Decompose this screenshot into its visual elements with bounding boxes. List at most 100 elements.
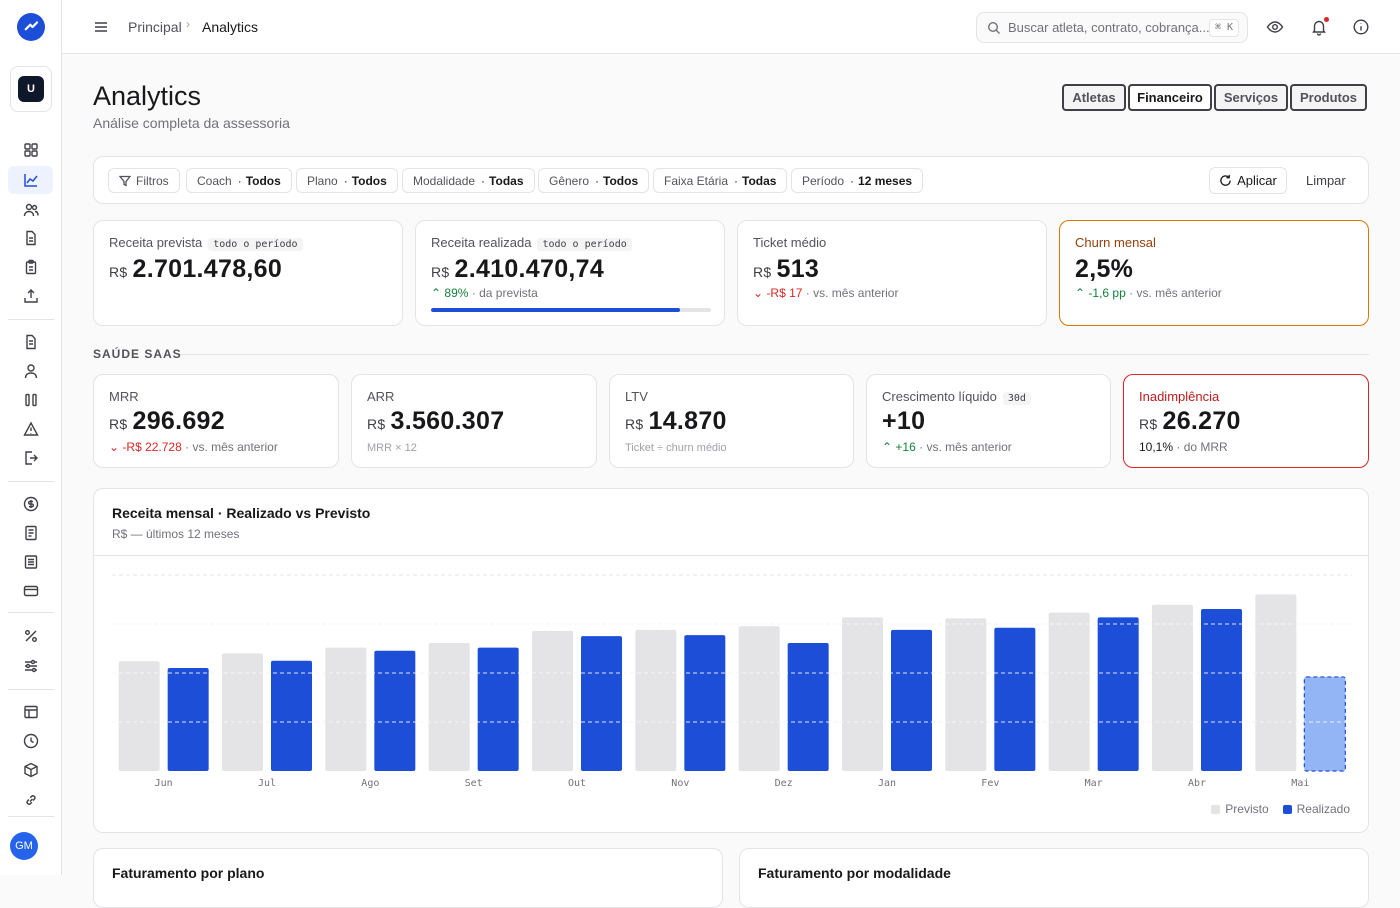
bar-previsto[interactable] bbox=[222, 653, 263, 771]
menu-toggle-button[interactable] bbox=[92, 18, 110, 36]
filter-chip-label: Modalidade bbox=[413, 173, 476, 188]
sidebar-item-links[interactable] bbox=[8, 786, 53, 814]
sidebar-item-payments[interactable] bbox=[8, 490, 53, 518]
sidebar-item-profile[interactable] bbox=[8, 357, 53, 385]
sidebar-item-clipboard[interactable] bbox=[8, 253, 53, 281]
bar-previsto[interactable] bbox=[945, 618, 987, 771]
apply-label: Aplicar bbox=[1237, 173, 1277, 188]
card-faturamento-plano: Faturamento por plano bbox=[93, 848, 723, 908]
bar-realizado[interactable] bbox=[994, 627, 1036, 771]
sidebar-item-dashboard[interactable] bbox=[8, 136, 53, 164]
clear-button[interactable]: Limpar bbox=[1306, 173, 1346, 188]
info-icon bbox=[1353, 19, 1369, 35]
kpi-delta: ⌃ +16 · vs. mês anterior bbox=[882, 440, 1012, 454]
kpi-label: Churn mensal bbox=[1075, 235, 1156, 250]
apply-button[interactable]: Aplicar bbox=[1209, 167, 1287, 194]
sidebar-item-contracts[interactable] bbox=[8, 224, 53, 252]
filter-chip-plano[interactable]: Plano · Todos bbox=[296, 168, 398, 193]
legend-item-realizado[interactable]: Realizado bbox=[1282, 802, 1350, 816]
filter-chip-value: 12 meses bbox=[858, 173, 913, 188]
filters-button[interactable]: Filtros bbox=[108, 168, 180, 193]
separator-dot: · bbox=[595, 173, 600, 188]
sidebar-item-athletes[interactable] bbox=[8, 196, 53, 224]
chart-legend: Previsto Realizado bbox=[1211, 802, 1350, 816]
sidebar-item-invoices[interactable] bbox=[8, 519, 53, 547]
sidebar-item-table[interactable] bbox=[8, 698, 53, 726]
bar-realizado[interactable] bbox=[891, 629, 932, 771]
separator-dot: · bbox=[343, 173, 348, 188]
kpi-value: +10 bbox=[882, 407, 926, 435]
bar-realizado[interactable] bbox=[1201, 608, 1242, 771]
sidebar-item-columns[interactable] bbox=[8, 386, 53, 414]
bar-realizado[interactable] bbox=[477, 647, 519, 771]
bar-previsto[interactable] bbox=[118, 661, 160, 771]
user-icon bbox=[24, 364, 37, 379]
bar-previsto[interactable] bbox=[325, 647, 367, 771]
filters-label: Filtros bbox=[136, 173, 169, 188]
sidebar-item-products[interactable] bbox=[8, 756, 53, 784]
bar-previsto[interactable] bbox=[842, 617, 883, 771]
kpi-value: 2,5% bbox=[1075, 255, 1134, 283]
tab-produtos[interactable]: Produtos bbox=[1290, 84, 1367, 111]
filter-chip-coach[interactable]: Coach · Todos bbox=[186, 168, 292, 193]
bar-previsto[interactable] bbox=[1152, 604, 1193, 771]
tab-atletas[interactable]: Atletas bbox=[1062, 84, 1126, 111]
bar-realizado[interactable] bbox=[374, 650, 416, 771]
filter-chip-genero[interactable]: Gênero · Todos bbox=[538, 168, 650, 193]
bar-realizado[interactable] bbox=[581, 636, 622, 771]
bar-chart: Jun Jul Ago Set Out Nov Dez Jan Fev Mar Abr Mai bbox=[112, 574, 1352, 789]
sidebar-item-documents[interactable] bbox=[8, 328, 53, 356]
filter-chip-modalidade[interactable]: Modalidade · Todas bbox=[402, 168, 535, 193]
filter-chip-periodo[interactable]: Período · 12 meses bbox=[791, 168, 924, 193]
card-faturamento-modalidade: Faturamento por modalidade bbox=[739, 848, 1369, 908]
kpi-label: LTV bbox=[625, 389, 648, 404]
bar-previsto[interactable] bbox=[635, 629, 677, 771]
x-tick-label: Mar bbox=[1085, 778, 1103, 789]
sidebar-item-discounts[interactable] bbox=[8, 622, 53, 650]
visibility-button[interactable] bbox=[1266, 18, 1284, 36]
kpi-delta: ⌃ -1,6 pp · vs. mês anterior bbox=[1075, 286, 1222, 300]
sidebar-divider bbox=[8, 689, 54, 690]
chevron-down-icon: ⌄ bbox=[109, 440, 120, 454]
bar-realizado[interactable] bbox=[1097, 617, 1139, 771]
saas-card-inadimplencia: Inadimplência R$ 26.270 10,1% · do MRR bbox=[1123, 374, 1369, 468]
sidebar-item-alerts[interactable] bbox=[8, 415, 53, 443]
notifications-button[interactable] bbox=[1310, 17, 1329, 36]
chevron-up-icon: ⌃ bbox=[1075, 286, 1086, 300]
kpi-delta: 10,1% · do MRR bbox=[1139, 440, 1228, 454]
bar-realizado[interactable] bbox=[684, 635, 726, 771]
saas-card-crescimento: Crescimento líquido 30d +10 ⌃ +16 · vs. m… bbox=[866, 374, 1111, 468]
card-title: Faturamento por modalidade bbox=[758, 865, 951, 881]
bar-realizado[interactable] bbox=[271, 660, 312, 771]
search-input[interactable]: Buscar atleta, contrato, cobrança... ⌘ K bbox=[976, 12, 1248, 43]
sidebar-item-logout[interactable] bbox=[8, 444, 53, 472]
sidebar-item-cards[interactable] bbox=[8, 577, 53, 605]
breadcrumb-parent[interactable]: Principal bbox=[128, 19, 182, 35]
sidebar-item-settings[interactable] bbox=[8, 652, 53, 680]
bar-realizado[interactable] bbox=[787, 642, 829, 771]
sidebar-item-history[interactable] bbox=[8, 727, 53, 755]
bar-realizado[interactable] bbox=[167, 668, 209, 771]
sidebar-item-upload[interactable] bbox=[8, 282, 53, 310]
separator-dot: · bbox=[481, 173, 486, 188]
filter-chip-faixa-etaria[interactable]: Faixa Etária · Todas bbox=[653, 168, 788, 193]
legend-item-previsto[interactable]: Previsto bbox=[1211, 802, 1269, 816]
bar-previsto[interactable] bbox=[428, 642, 470, 771]
brand-logo[interactable] bbox=[17, 13, 45, 41]
bar-previsto[interactable] bbox=[532, 630, 573, 771]
bar-previsto[interactable] bbox=[1048, 612, 1090, 771]
section-heading: SAÚDE SAAS bbox=[93, 347, 182, 361]
tab-financeiro[interactable]: Financeiro bbox=[1128, 84, 1212, 111]
kpi-note: Ticket ÷ churn médio bbox=[625, 442, 727, 454]
info-button[interactable] bbox=[1352, 18, 1370, 36]
kpi-card-ticket-medio: Ticket médio R$ 513 ⌄ -R$ 17 · vs. mês an… bbox=[737, 220, 1047, 326]
sidebar-item-analytics[interactable] bbox=[8, 166, 53, 194]
tab-servicos[interactable]: Serviços bbox=[1214, 84, 1288, 111]
bar-previsto[interactable] bbox=[738, 626, 780, 771]
bar-previsto[interactable] bbox=[1255, 594, 1297, 771]
sidebar-divider bbox=[8, 816, 54, 817]
user-avatar[interactable]: GM bbox=[10, 832, 38, 860]
sidebar-item-reports[interactable] bbox=[8, 548, 53, 576]
bar-realizado[interactable] bbox=[1303, 676, 1346, 772]
workspace-switcher[interactable]: U bbox=[10, 66, 52, 112]
